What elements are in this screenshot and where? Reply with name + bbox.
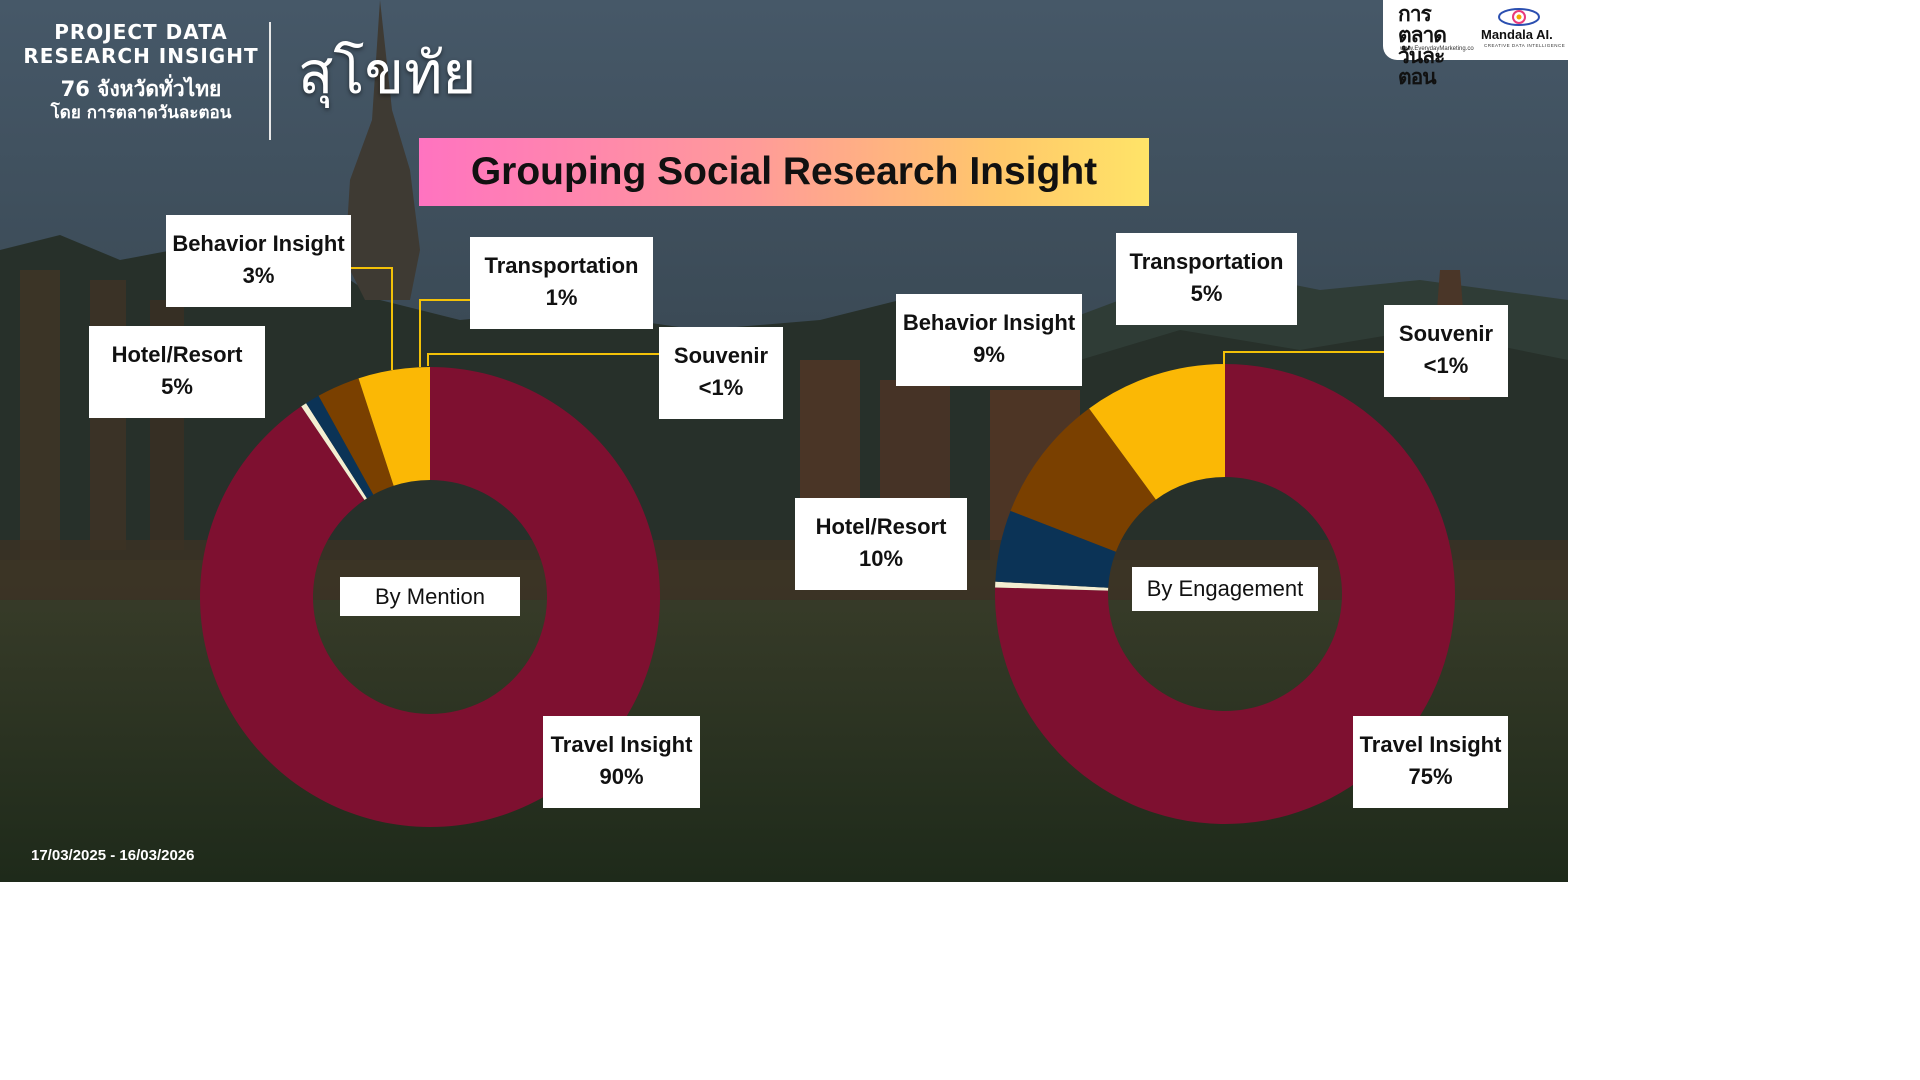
chart-1-slice-behavior-insight: [318, 378, 394, 495]
chart-2-label-souvenir: Souvenir <1%: [1384, 305, 1508, 397]
chart-1-slice-travel-insight: [199, 367, 660, 827]
header-line-3: 76 จังหวัดทั่วไทย: [60, 77, 222, 101]
chart-1-label-travel-insight: Travel Insight 90%: [543, 716, 700, 808]
data-label: 3%: [242, 263, 275, 288]
chart-2-slice-souvenir: [995, 581, 1109, 591]
chart-2-label-behavior-insight: Behavior Insight 9%: [896, 294, 1082, 386]
chart-2-slice-travel-insight: [995, 364, 1455, 824]
brand-logo-url: www.EverydayMarketing.co: [1400, 46, 1474, 52]
legend-name: Transportation: [1129, 249, 1284, 274]
legend-name: Behavior Insight: [172, 231, 345, 256]
chart-1-label-souvenir: Souvenir <1%: [659, 327, 783, 419]
header-line-2: RESEARCH INSIGHT: [23, 44, 259, 68]
header-line-4: โดย การตลาดวันละตอน: [50, 103, 232, 123]
data-label: 90%: [599, 764, 644, 789]
chart-1-leader-line-1: [350, 267, 393, 370]
header-line-1: PROJECT DATA: [54, 20, 228, 44]
legend-name: Souvenir: [1398, 321, 1494, 346]
chart-2-label-transportation: Transportation 5%: [1116, 233, 1297, 325]
chart-2-slice-transportation: [995, 510, 1116, 588]
brand-logo-mandala: Mandala AI.: [1481, 27, 1553, 42]
legend-name: Hotel/Resort: [815, 514, 947, 539]
data-label: 9%: [973, 342, 1005, 367]
chart-1-label-hotel-resort: Hotel/Resort 5%: [89, 326, 265, 418]
header-divider: [269, 22, 271, 140]
project-header: PROJECT DATA RESEARCH INSIGHT 76 จังหวัด…: [20, 20, 262, 124]
slide: PROJECT DATA RESEARCH INSIGHT 76 จังหวัด…: [0, 0, 1568, 882]
chart-2-slice-behavior-insight: [1010, 408, 1156, 552]
legend-name: Transportation: [484, 253, 639, 278]
legend-name: Behavior Insight: [902, 310, 1076, 335]
data-label: <1%: [698, 375, 744, 400]
title-banner: Grouping Social Research Insight: [419, 138, 1149, 206]
logo-panel: [1383, 0, 1568, 60]
brand-logo-line-2: วันละตอน: [1398, 44, 1445, 89]
legend-name: Travel Insight: [550, 732, 693, 757]
legend-name: Hotel/Resort: [111, 342, 243, 367]
data-label: <1%: [1423, 353, 1469, 378]
brand-logo-line-1: การตลาด: [1398, 2, 1447, 47]
chart-2-label-hotel-resort: Hotel/Resort 10%: [795, 498, 967, 590]
chart-1-leader-line-3: [427, 353, 659, 366]
chart-2-slice-hotel-resort: [1089, 364, 1225, 500]
chart-title: Grouping Social Research Insight: [470, 150, 1098, 193]
brand-logo-mandala-tagline: CREATIVE DATA INTELLIGENCE: [1484, 43, 1566, 48]
data-label: 5%: [1190, 281, 1223, 306]
chart-1-slice-hotel-resort: [358, 367, 430, 486]
chart-2-center-label: By Engagement: [1132, 567, 1318, 611]
data-label: 75%: [1408, 764, 1453, 789]
donut-charts: [199, 267, 1455, 827]
legend-name: Souvenir: [673, 343, 769, 368]
brand-logo-everyday-marketing: การตลาด วันละตอน: [1398, 4, 1474, 88]
chart-1-slice-transportation: [306, 395, 374, 499]
legend-name: Travel Insight: [1359, 732, 1502, 757]
date-range: 17/03/2025 - 16/03/2026: [31, 847, 195, 864]
chart-1-label-transportation: Transportation 1%: [470, 237, 653, 329]
data-label: 5%: [161, 374, 193, 399]
mandala-logo-icon: [1498, 8, 1540, 26]
data-label: 10%: [858, 546, 904, 571]
chart-1-label-behavior-insight: Behavior Insight 3%: [166, 215, 351, 307]
chart-2-label-travel-insight: Travel Insight 75%: [1353, 716, 1508, 808]
chart-1-slice-souvenir: [301, 403, 367, 501]
chart-2-leader-line-4: [1223, 351, 1384, 364]
province-name: สุโขทัย: [298, 39, 477, 107]
chart-1-leader-line-2: [419, 299, 470, 367]
data-label: 1%: [545, 285, 578, 310]
chart-1-center-label: By Mention: [340, 577, 520, 616]
